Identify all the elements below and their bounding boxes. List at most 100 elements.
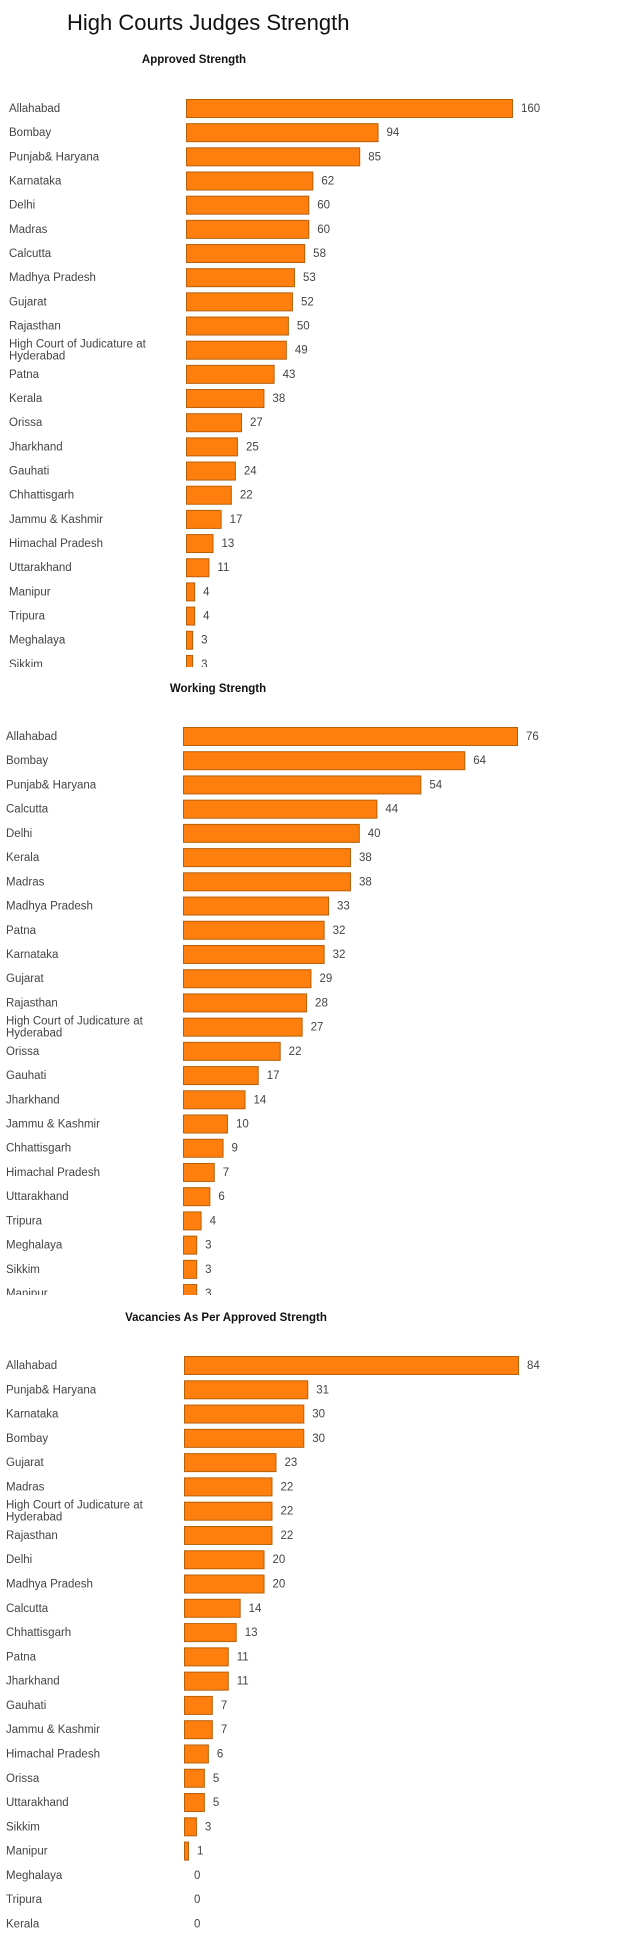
- value-label: 3: [205, 1821, 211, 1833]
- value-label: 5: [213, 1797, 219, 1809]
- bar: [186, 582, 196, 602]
- category-label: Himachal Pradesh: [9, 538, 103, 550]
- bar: [184, 1477, 273, 1497]
- value-label: 53: [303, 272, 316, 284]
- bar: [186, 171, 314, 191]
- category-label: Rajasthan: [6, 1530, 58, 1542]
- category-label: Calcutta: [6, 804, 49, 816]
- value-label: 38: [359, 876, 372, 888]
- value-label: 7: [221, 1724, 227, 1736]
- value-label: 13: [245, 1627, 258, 1639]
- category-label: Gauhati: [9, 466, 49, 478]
- category-label: Madhya Pradesh: [9, 272, 96, 284]
- category-label: Meghalaya: [6, 1240, 63, 1252]
- category-label: Gujarat: [9, 296, 48, 308]
- category-label: Rajasthan: [9, 321, 61, 333]
- vacancies-chart: Vacancies As Per Approved Strength Allaha…: [6, 1312, 540, 1930]
- value-label: 13: [221, 538, 234, 550]
- value-label: 4: [203, 586, 210, 598]
- category-label: Madras: [6, 876, 45, 888]
- value-label: 27: [311, 1022, 324, 1034]
- bar: [184, 1744, 209, 1764]
- bar: [183, 1041, 281, 1061]
- value-label: 52: [301, 296, 314, 308]
- category-label: Meghalaya: [6, 1870, 63, 1882]
- bar: [183, 1162, 215, 1182]
- bar: [186, 437, 238, 457]
- value-label: 49: [295, 345, 308, 357]
- bar: [186, 485, 232, 505]
- category-label: Allahabad: [9, 103, 60, 115]
- category-label: Jammu & Kashmir: [6, 1724, 100, 1736]
- bar: [183, 1284, 198, 1295]
- value-label: 17: [230, 514, 243, 526]
- value-label: 3: [205, 1264, 211, 1276]
- value-label: 30: [312, 1433, 325, 1445]
- category-label: Uttarakhand: [6, 1797, 69, 1809]
- bar: [186, 558, 210, 578]
- value-label: 7: [221, 1700, 227, 1712]
- bar: [186, 630, 194, 650]
- bar: [184, 1671, 229, 1691]
- value-label: 22: [280, 1481, 293, 1493]
- bar: [184, 1501, 273, 1521]
- bar: [184, 1428, 305, 1448]
- value-label: 20: [273, 1554, 286, 1566]
- category-label: Kerala: [6, 852, 40, 864]
- category-label: Jammu & Kashmir: [6, 1119, 100, 1131]
- value-label: 29: [319, 973, 332, 985]
- category-label: Delhi: [6, 828, 32, 840]
- bar: [183, 920, 325, 940]
- bar: [183, 896, 330, 916]
- bar: [186, 123, 379, 143]
- category-label: Bombay: [6, 755, 48, 767]
- value-label: 14: [254, 1094, 267, 1106]
- value-label: 23: [284, 1457, 297, 1469]
- value-label: 22: [280, 1530, 293, 1542]
- category-label: High Court of Judicature at Hyderabad: [6, 1016, 144, 1040]
- value-label: 54: [429, 779, 442, 791]
- category-label: Karnataka: [9, 176, 62, 188]
- value-label: 85: [368, 151, 381, 163]
- category-label: Madhya Pradesh: [6, 1579, 93, 1591]
- category-label: Madras: [9, 224, 48, 236]
- category-label: Gujarat: [6, 973, 45, 985]
- value-label: 38: [359, 852, 372, 864]
- value-label: 24: [244, 466, 257, 478]
- bar: [184, 1623, 237, 1643]
- bar: [186, 316, 289, 336]
- category-label: Tripura: [6, 1215, 43, 1227]
- bar: [184, 1525, 273, 1545]
- value-label: 7: [223, 1167, 229, 1179]
- bar: [183, 872, 351, 892]
- value-label: 6: [218, 1191, 224, 1203]
- value-label: 4: [210, 1215, 217, 1227]
- bar: [186, 340, 287, 360]
- bar: [186, 389, 265, 409]
- category-label: Orissa: [9, 417, 43, 429]
- value-label: 11: [217, 562, 229, 574]
- value-label: 11: [237, 1651, 249, 1663]
- value-label: 9: [232, 1143, 238, 1155]
- category-label: Calcutta: [9, 248, 52, 260]
- category-label: Sikkim: [9, 659, 43, 667]
- category-label: Karnataka: [6, 1409, 59, 1421]
- bar: [186, 219, 310, 239]
- value-label: 94: [387, 127, 400, 139]
- value-label: 22: [240, 490, 253, 502]
- category-label: Uttarakhand: [9, 562, 72, 574]
- category-label: Rajasthan: [6, 997, 58, 1009]
- value-label: 17: [267, 1070, 280, 1082]
- value-label: 10: [236, 1119, 249, 1131]
- value-label: 22: [280, 1506, 293, 1518]
- value-label: 40: [368, 828, 381, 840]
- category-label: Tripura: [6, 1894, 43, 1906]
- value-label: 43: [283, 369, 296, 381]
- category-label: Jharkhand: [9, 441, 63, 453]
- value-label: 0: [194, 1894, 200, 1906]
- category-label: Bombay: [6, 1433, 48, 1445]
- category-label: Allahabad: [6, 731, 57, 743]
- bar: [183, 969, 312, 989]
- category-label: Sikkim: [6, 1264, 40, 1276]
- bar: [184, 1380, 309, 1400]
